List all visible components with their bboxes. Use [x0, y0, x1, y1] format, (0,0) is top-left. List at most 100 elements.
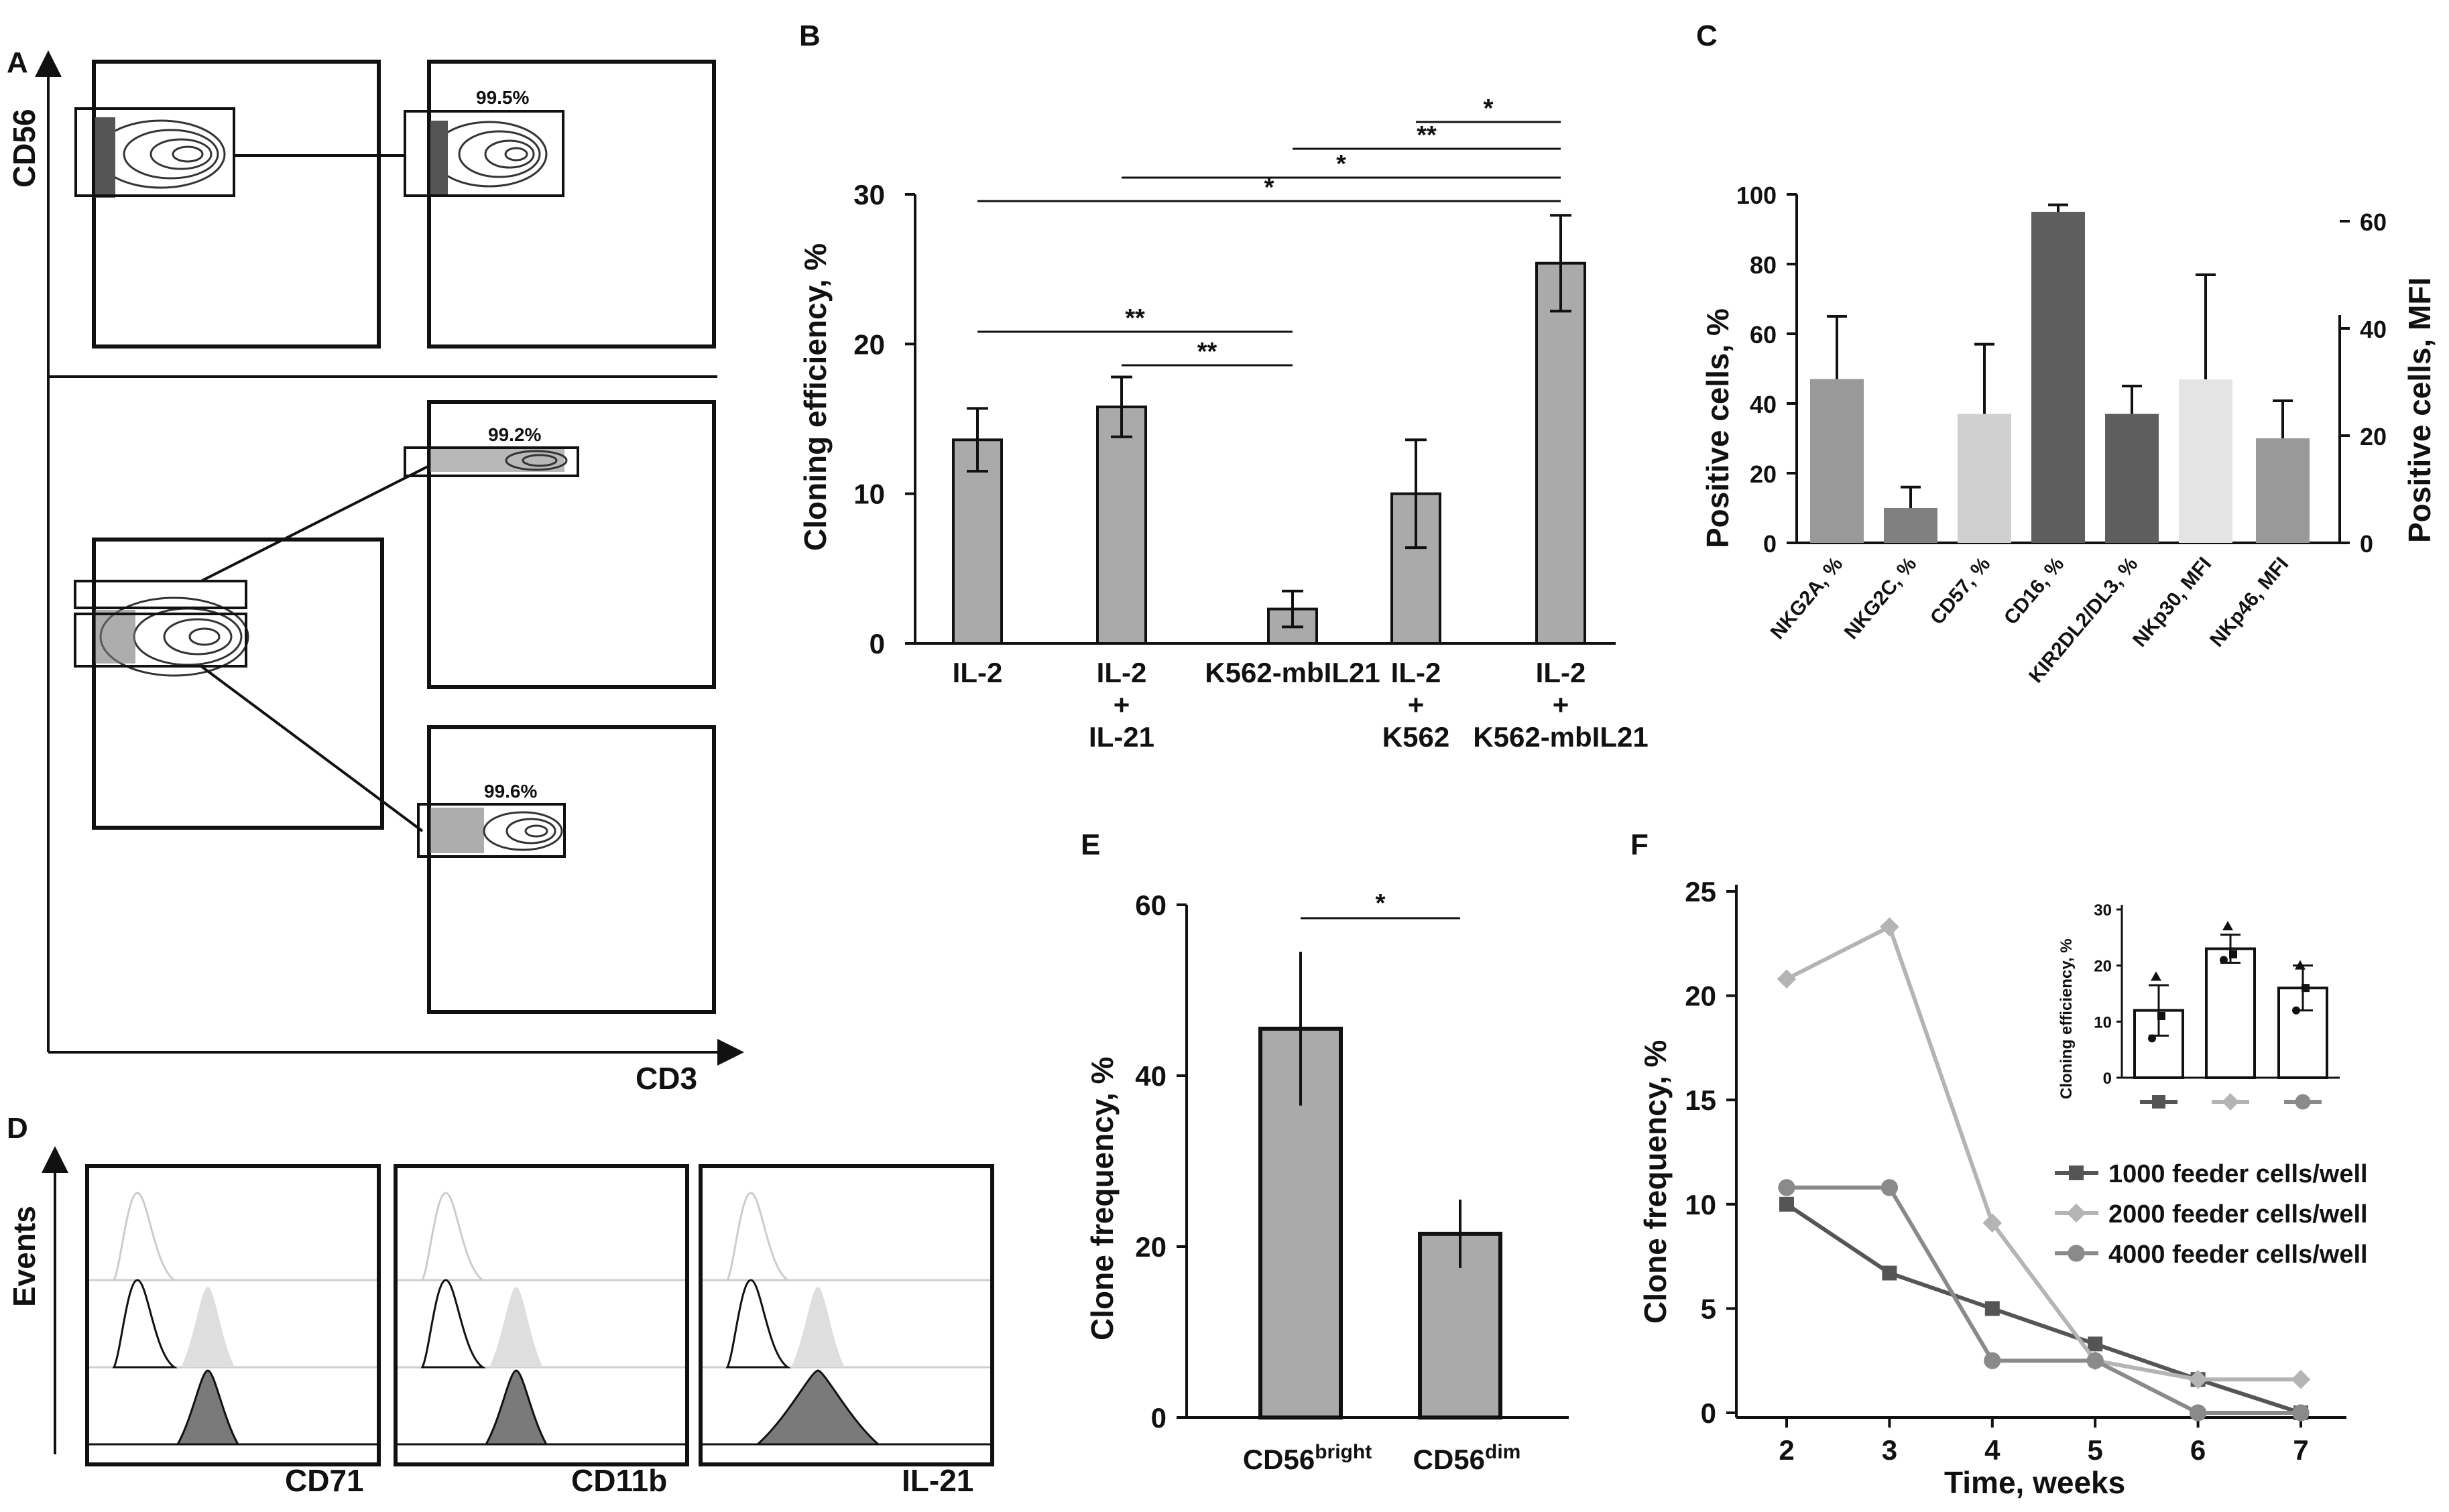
- f-point-2-5: [2292, 1404, 2310, 1422]
- c-xlabel-1: NKG2C, %: [1840, 553, 1921, 643]
- c-ytick-label-4: 80: [1750, 251, 1777, 279]
- e-ytick-label-1: 20: [1135, 1231, 1167, 1263]
- f-legend-label-1: 2000 feeder cells/well: [2108, 1200, 2368, 1228]
- panel-c-bars: [1810, 203, 2310, 543]
- contour-bottom-right: [430, 808, 563, 853]
- b-ytick-label-0: 0: [870, 628, 885, 659]
- f-inset-ytick-label-0: 0: [2103, 1070, 2112, 1088]
- f-point-1-2: [1982, 1213, 2003, 1233]
- b-xlabel-4-2: K562-mbIL21: [1473, 721, 1648, 753]
- gate-top-right: [404, 110, 564, 197]
- f-ytick-label-2: 10: [1685, 1189, 1716, 1220]
- f-inset-ytick-label-3: 30: [2094, 901, 2112, 920]
- panel-d-letter: D: [7, 1112, 28, 1145]
- c-bar-5: [2179, 379, 2232, 543]
- c-bar-4: [2105, 414, 2159, 543]
- f-ytick-label-0: 0: [1701, 1397, 1716, 1429]
- b-xlabel-4-1: +: [1553, 689, 1569, 720]
- f-inset-dot-1-1: [2229, 950, 2237, 958]
- b-sig-label-3: **: [1417, 121, 1437, 149]
- hist-pos-peak-light-1: [489, 1287, 543, 1367]
- plot-middle-right: [427, 400, 716, 689]
- f-ytick-label-1: 5: [1701, 1293, 1716, 1324]
- c-xlabel-3: CD16, %: [2000, 553, 2068, 629]
- panel-e-y-label: Clone frequency, %: [1085, 1057, 1120, 1340]
- contour-top-left: [95, 117, 226, 198]
- b-ytick-label-1: 10: [853, 479, 885, 510]
- c-ytick-label-1: 20: [1750, 460, 1777, 488]
- c-bar-3: [2031, 212, 2085, 543]
- gate-link-dim: [200, 665, 424, 832]
- b-ytick-label-3: 30: [853, 179, 885, 210]
- panel-a-y-label: CD56: [7, 109, 42, 188]
- f-inset-key-marker-2: [2295, 1094, 2311, 1110]
- e-xlabel-0: CD56bright: [1243, 1441, 1372, 1475]
- f-xtick-label-0: 2: [1779, 1434, 1794, 1466]
- panel-b-y-ticks: 0 10 20 30: [853, 179, 915, 659]
- c-xlabel-0: NKG2A, %: [1767, 553, 1848, 643]
- panel-c-y2-ticks: 0 20 40 60: [2340, 208, 2387, 558]
- gate-label-1: 99.5%: [476, 87, 529, 108]
- gate-bottom-right: [417, 803, 566, 858]
- f-point-0-2: [1984, 1301, 2000, 1316]
- f-point-1-5: [2291, 1369, 2311, 1389]
- b-xlabel-3-2: K562: [1382, 721, 1449, 753]
- hist-neg-peak-1-0: [420, 1192, 486, 1281]
- panel-d-y-label: Events: [7, 1206, 42, 1307]
- panel-e-bars: [1258, 952, 1502, 1420]
- contour-middle-right: [430, 449, 568, 472]
- panel-a: A CD56 CD3 99.5%: [7, 46, 744, 1096]
- hist-neg-peak-2-1: [725, 1279, 791, 1369]
- contour-bottom-left: [95, 596, 249, 677]
- c-y2tick-label-3: 60: [2360, 208, 2387, 236]
- gate-bottom-dim: [74, 613, 247, 668]
- hist-neg-peak-0-0: [112, 1192, 178, 1281]
- panel-b-letter: B: [799, 19, 821, 52]
- f-point-2-1: [1880, 1179, 1899, 1196]
- e-sig-label-0: *: [1376, 889, 1386, 918]
- f-point-1-1: [1880, 917, 1899, 937]
- f-inset-dot-2-2: [2295, 960, 2306, 970]
- e-ytick-label-2: 40: [1135, 1060, 1167, 1092]
- panel-f-x-ticks: 2 3 4 5 6 7: [1779, 1418, 2309, 1466]
- c-y2tick-label-0: 0: [2360, 530, 2373, 558]
- c-ytick-label-3: 60: [1750, 321, 1777, 349]
- f-inset-dot-1-0: [2220, 956, 2228, 964]
- plot-top-left: [92, 60, 381, 349]
- panel-c-y-label: Positive cells, %: [1700, 308, 1735, 548]
- f-ytick-label-3: 15: [1685, 1084, 1716, 1116]
- c-bar-6: [2256, 438, 2310, 543]
- f-inset-ytick-label-1: 10: [2094, 1013, 2112, 1031]
- c-ytick-label-5: 100: [1736, 182, 1777, 209]
- f-point-2-4: [2189, 1404, 2207, 1422]
- f-inset-bar-1: [2205, 947, 2256, 1079]
- f-legend-marker-0: [2069, 1166, 2084, 1180]
- panel-e-significance: *: [1301, 889, 1460, 920]
- f-xtick-label-1: 3: [1882, 1434, 1897, 1466]
- f-ytick-label-5: 25: [1685, 876, 1716, 907]
- e-ytick-label-0: 0: [1151, 1402, 1167, 1434]
- b-ytick-label-2: 20: [853, 328, 885, 360]
- b-sig-label-1: **: [1197, 338, 1217, 366]
- f-point-2-0: [1778, 1179, 1795, 1196]
- f-inset-dot-2-0: [2292, 1006, 2300, 1015]
- gate-middle-right: [404, 446, 579, 477]
- f-legend-label-2: 4000 feeder cells/well: [2108, 1241, 2368, 1269]
- f-point-2-3: [2086, 1352, 2104, 1369]
- c-ytick-label-2: 40: [1750, 391, 1777, 418]
- c-bar-1: [1884, 508, 1937, 543]
- b-xlabel-0-0: IL-2: [953, 657, 1003, 688]
- b-xlabel-3-0: IL-2: [1391, 657, 1441, 688]
- panel-e-x-labels: CD56bright CD56dim: [1243, 1441, 1521, 1475]
- b-sig-label-2: *: [1484, 94, 1494, 123]
- panel-f-x-label: Time, weeks: [1944, 1465, 2125, 1500]
- f-legend-label-0: 1000 feeder cells/well: [2108, 1160, 2368, 1188]
- gate-label-3: 99.6%: [484, 781, 537, 802]
- panel-e: E Clone frequency, % 0 20 40 60 * CD56brigh…: [1081, 828, 1569, 1475]
- f-inset-dot-0-2: [2151, 971, 2161, 981]
- f-legend-marker-1: [2066, 1203, 2086, 1223]
- contour-top-right: [430, 121, 548, 194]
- panel-f-y-label: Clone frequency, %: [1638, 1040, 1673, 1324]
- panel-b-bars: [952, 214, 1586, 645]
